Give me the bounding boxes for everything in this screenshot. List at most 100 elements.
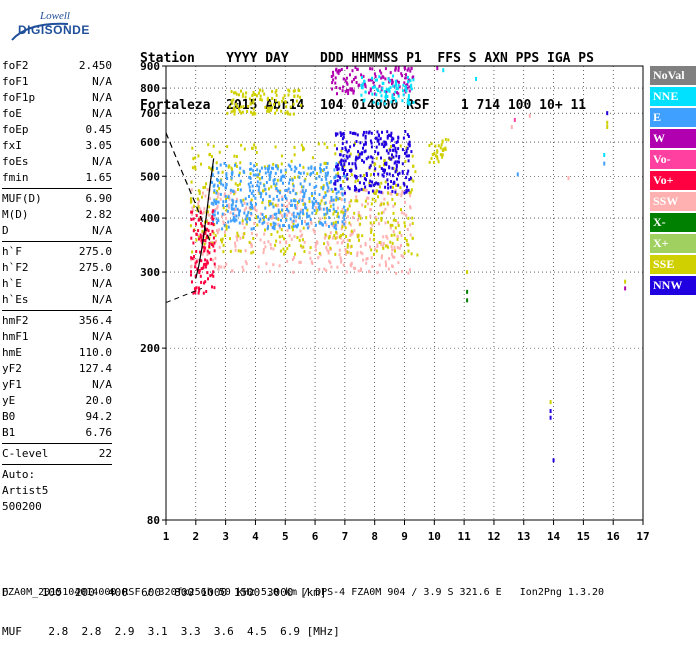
echo-point	[232, 216, 235, 219]
echo-point	[230, 176, 233, 180]
echo-point	[402, 255, 405, 259]
x-tick-label: 14	[547, 530, 561, 543]
echo-point	[192, 217, 195, 221]
echo-point	[281, 208, 283, 212]
echo-point	[367, 155, 370, 159]
echo-point	[288, 181, 291, 185]
divider	[2, 241, 112, 242]
echo-point	[230, 269, 233, 273]
echo-point	[221, 212, 224, 216]
echo-point	[370, 131, 373, 135]
echo-point	[396, 79, 399, 83]
echo-point	[410, 150, 413, 154]
echo-point	[243, 208, 246, 212]
echo-point	[374, 150, 377, 154]
echo-point	[259, 169, 261, 173]
param-value: 1.65	[85, 171, 113, 184]
echo-point	[252, 237, 255, 240]
echo-point	[279, 240, 282, 244]
echo-point	[360, 73, 363, 77]
echo-point	[288, 234, 291, 238]
echo-point	[370, 256, 373, 260]
echo-point	[353, 174, 356, 178]
echo-point	[339, 234, 342, 238]
echo-point	[401, 171, 404, 175]
echo-point	[212, 231, 215, 235]
echo-point	[363, 130, 365, 134]
echo-point	[217, 192, 220, 196]
echo-point	[282, 174, 285, 178]
param-row: foEs N/A	[2, 154, 112, 170]
echo-point	[241, 203, 244, 207]
echo-point	[347, 251, 350, 254]
echo-point	[407, 188, 410, 192]
echo-point	[311, 206, 314, 210]
echo-point	[365, 130, 368, 134]
param-value: N/A	[92, 378, 112, 391]
echo-point	[216, 206, 219, 210]
echo-point	[398, 171, 401, 175]
echo-point	[255, 233, 258, 237]
echo-point	[379, 69, 381, 73]
echo-point	[359, 268, 362, 272]
echo-point	[369, 221, 372, 225]
echo-point	[335, 165, 337, 169]
echo-point	[252, 227, 255, 230]
echo-point	[384, 260, 387, 264]
echo-point	[214, 234, 217, 238]
echo-point	[292, 222, 295, 226]
echo-point	[397, 261, 400, 265]
echo-point	[325, 223, 328, 227]
echo-point	[252, 173, 255, 177]
echo-point	[240, 111, 243, 115]
echo-point	[363, 143, 365, 147]
echo-point	[302, 211, 304, 215]
echo-point	[335, 195, 338, 199]
echo-point	[193, 255, 195, 259]
echo-point	[326, 145, 329, 149]
echo-point	[239, 166, 242, 170]
echo-point	[349, 233, 352, 237]
echo-point	[333, 225, 336, 229]
echo-point	[277, 208, 280, 212]
echo-point	[289, 178, 291, 182]
echo-point	[243, 201, 246, 205]
echo-point	[233, 106, 236, 110]
echo-point	[197, 291, 200, 295]
param-row: B0 94.2	[2, 409, 112, 425]
echo-point	[268, 269, 271, 273]
echo-point	[354, 132, 357, 136]
echo-point	[301, 233, 303, 237]
param-name: B1	[2, 426, 16, 439]
echo-point	[234, 241, 236, 245]
y-tick-label: 500	[140, 170, 160, 183]
echo-point	[311, 261, 314, 265]
echo-point	[259, 212, 262, 216]
echo-point	[198, 190, 201, 194]
muf-row: MUF 2.8 2.8 2.9 3.1 3.3 3.6 4.5 6.9 [MHz…	[2, 625, 340, 638]
echo-point	[354, 266, 357, 270]
echo-point	[348, 169, 351, 172]
echo-point	[202, 186, 205, 190]
echo-point	[353, 131, 356, 135]
echo-point	[370, 145, 373, 149]
echo-point	[405, 73, 407, 77]
echo-point	[302, 148, 305, 152]
echo-point	[268, 110, 270, 114]
echo-point	[277, 189, 280, 193]
echo-point	[380, 94, 383, 98]
echo-point	[339, 184, 342, 188]
echo-point	[373, 233, 375, 237]
sparse-echoes	[436, 66, 627, 463]
echo-point	[359, 244, 362, 248]
echo-point	[360, 86, 363, 89]
echo-point	[401, 270, 403, 273]
echo-point	[388, 172, 391, 176]
echo-point	[204, 265, 207, 269]
echo-point	[322, 207, 325, 211]
echo-point	[267, 165, 270, 169]
echo-point	[232, 200, 235, 204]
polarization-legend: NoVal NNE E W Vo- Vo+ SSW X- X+ SSE NNW	[650, 66, 696, 297]
echo-point	[282, 96, 285, 100]
echo-point	[348, 221, 351, 225]
